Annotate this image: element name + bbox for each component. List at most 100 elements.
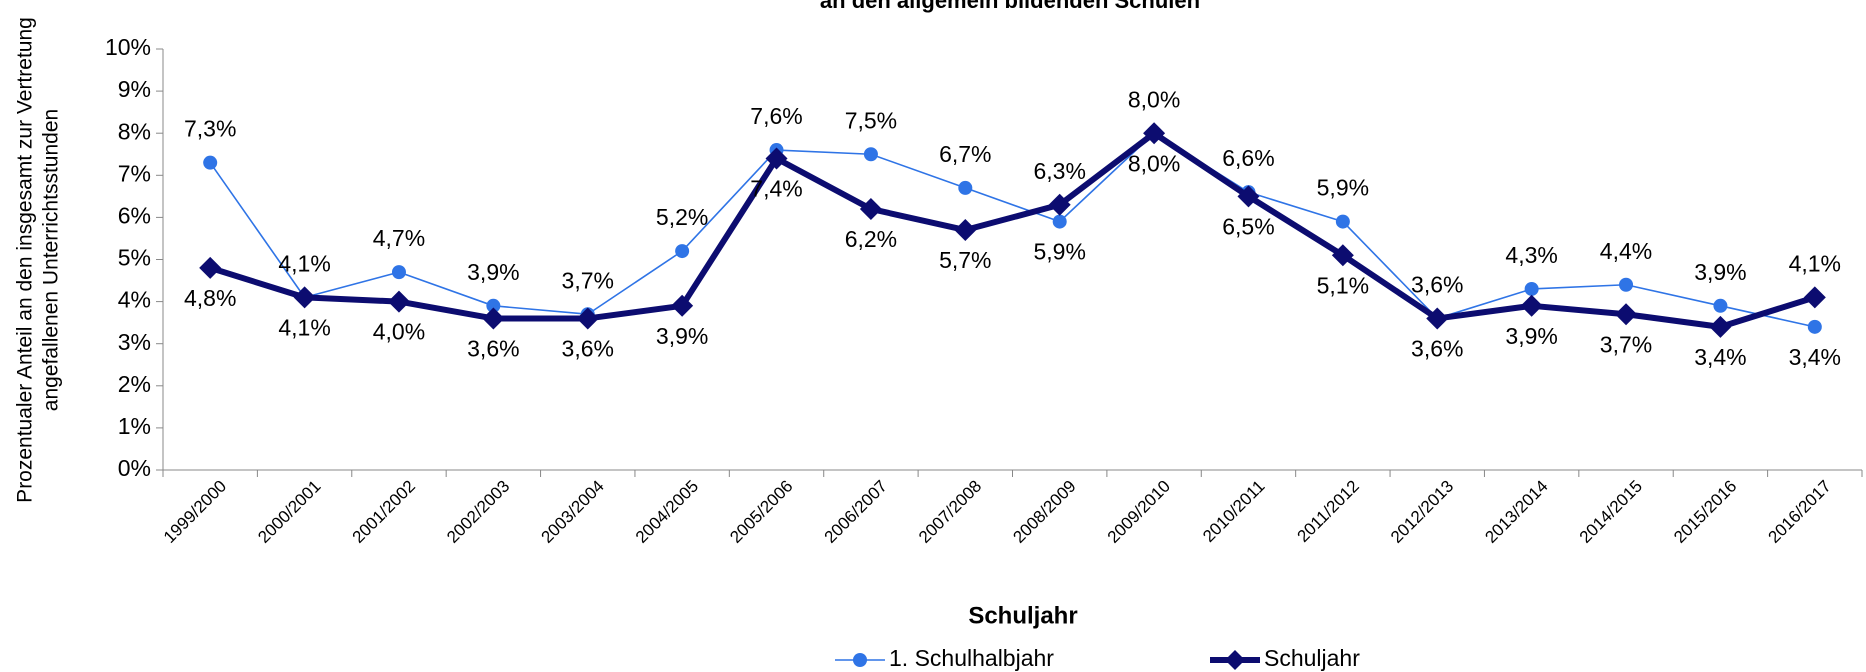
value-label: 3,7%	[1600, 331, 1652, 357]
marker	[863, 147, 878, 162]
marker	[1426, 307, 1449, 330]
marker	[1052, 214, 1067, 229]
x-tick-label: 2013/2014	[1481, 477, 1551, 547]
marker	[765, 147, 788, 170]
marker	[199, 256, 222, 279]
marker	[1143, 122, 1166, 145]
value-label: 3,4%	[1789, 344, 1841, 370]
legend-label: 1. Schulhalbjahr	[889, 645, 1054, 671]
y-axis-title: Prozentualer Anteil an den insgesamt zur…	[14, 17, 37, 503]
marker	[1048, 193, 1071, 216]
x-tick-label: 2004/2005	[632, 477, 702, 547]
marker	[486, 298, 501, 313]
value-label: 5,9%	[1033, 239, 1085, 265]
value-label: 7,3%	[184, 116, 236, 142]
marker	[1713, 298, 1728, 313]
value-label: 3,7%	[562, 267, 614, 293]
marker	[1803, 286, 1826, 309]
value-label: 6,7%	[939, 141, 991, 167]
marker	[293, 286, 316, 309]
series-line	[209, 132, 1815, 328]
x-tick-label: 2010/2011	[1199, 477, 1268, 546]
series-line	[209, 130, 1816, 330]
value-label: 3,9%	[467, 259, 519, 285]
marker	[1237, 185, 1260, 208]
chart-title: an den allgemein bildenden Schulen	[820, 0, 1200, 13]
marker	[675, 244, 690, 259]
marker	[391, 265, 406, 280]
marker	[1331, 244, 1354, 267]
value-label: 5,1%	[1317, 272, 1369, 298]
y-tick-label: 1%	[118, 413, 151, 439]
x-tick-label: 2007/2008	[915, 477, 985, 547]
value-label: 3,9%	[1694, 259, 1746, 285]
y-axis-title: angefallenen Unterrichtsstunden	[40, 109, 63, 411]
legend-marker	[853, 653, 867, 667]
y-tick-label: 0%	[118, 455, 151, 481]
value-label: 3,6%	[562, 336, 614, 362]
value-label: 4,3%	[1505, 242, 1557, 268]
value-label: 6,5%	[1222, 213, 1274, 239]
value-label: 3,6%	[1411, 272, 1463, 298]
value-label: 3,4%	[1694, 344, 1746, 370]
value-label: 5,9%	[1317, 175, 1369, 201]
marker	[1807, 319, 1822, 334]
marker	[576, 307, 599, 330]
value-label: 4,1%	[278, 250, 330, 276]
marker	[671, 294, 694, 317]
value-label: 6,3%	[1033, 158, 1085, 184]
value-label: 4,0%	[373, 319, 425, 345]
y-tick-label: 4%	[118, 287, 151, 313]
marker	[1615, 303, 1638, 326]
x-tick-label: 2000/2001	[254, 477, 324, 547]
value-label: 4,4%	[1600, 238, 1652, 264]
value-label: 4,1%	[278, 314, 330, 340]
value-label: 7,5%	[845, 107, 897, 133]
x-tick-label: 2009/2010	[1104, 477, 1174, 547]
value-label: 7,4%	[750, 176, 802, 202]
marker	[1709, 315, 1732, 338]
marker	[482, 307, 505, 330]
value-label: 8,0%	[1128, 150, 1180, 176]
x-tick-label: 2015/2016	[1670, 477, 1740, 547]
y-tick-label: 9%	[118, 76, 151, 102]
legend-label: Schuljahr	[1264, 645, 1360, 671]
marker	[203, 155, 218, 170]
legend-marker	[1225, 650, 1245, 670]
value-label: 4,7%	[373, 225, 425, 251]
x-tick-label: 2008/2009	[1009, 477, 1079, 547]
marker	[1619, 277, 1634, 292]
x-tick-label: 2003/2004	[537, 477, 607, 547]
value-label: 3,9%	[656, 323, 708, 349]
x-tick-label: 2012/2013	[1387, 477, 1457, 547]
marker	[958, 180, 973, 195]
value-label: 3,9%	[1505, 323, 1557, 349]
marker	[387, 290, 410, 313]
value-label: 5,2%	[656, 204, 708, 230]
y-tick-label: 5%	[118, 245, 151, 271]
x-tick-label: 2016/2017	[1765, 477, 1835, 547]
value-label: 6,6%	[1222, 145, 1274, 171]
y-tick-label: 3%	[118, 329, 151, 355]
marker	[1335, 214, 1350, 229]
y-tick-label: 7%	[118, 160, 151, 186]
value-label: 4,8%	[184, 285, 236, 311]
value-label: 6,2%	[845, 226, 897, 252]
marker	[1524, 281, 1539, 296]
x-tick-label: 2006/2007	[821, 477, 891, 547]
y-tick-label: 10%	[105, 34, 151, 60]
x-axis-title: Schuljahr	[968, 602, 1077, 629]
x-tick-label: 2002/2003	[443, 477, 513, 547]
x-tick-label: 2014/2015	[1576, 477, 1646, 547]
x-tick-label: 2011/2012	[1293, 477, 1362, 546]
y-tick-label: 6%	[118, 202, 151, 228]
value-label: 4,1%	[1789, 250, 1841, 276]
x-tick-label: 2001/2002	[349, 477, 419, 547]
x-tick-label: 2005/2006	[726, 477, 796, 547]
y-tick-label: 8%	[118, 118, 151, 144]
marker	[1520, 294, 1543, 317]
value-label: 3,6%	[1411, 336, 1463, 362]
marker	[954, 219, 977, 242]
value-label: 8,0%	[1128, 86, 1180, 112]
